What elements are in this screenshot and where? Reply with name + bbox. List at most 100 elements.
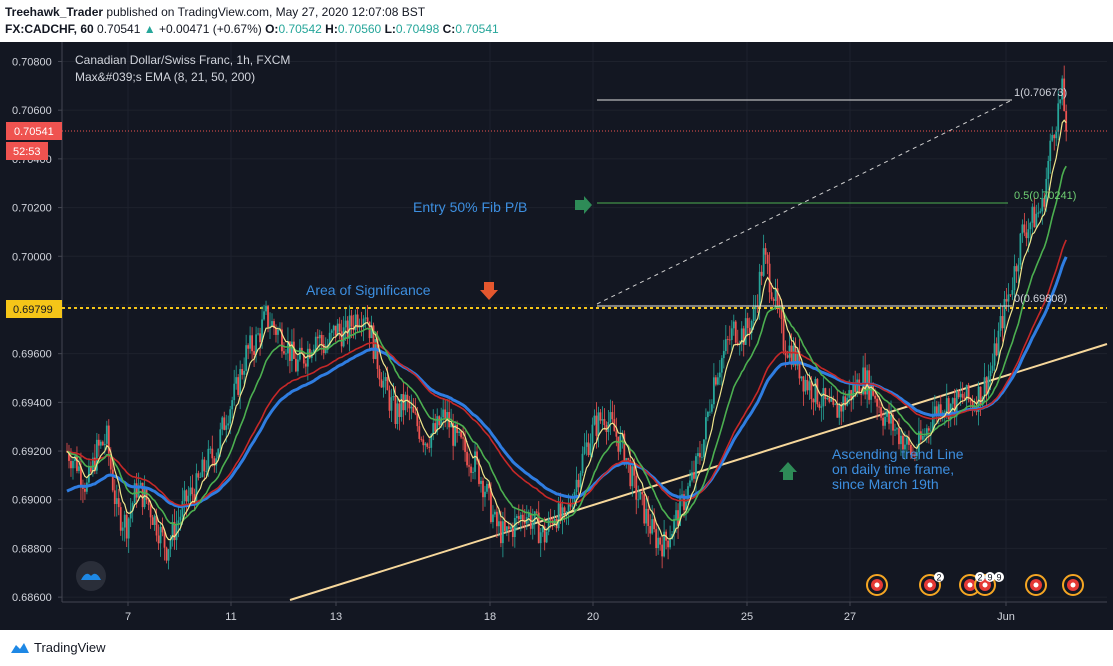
candle-body — [935, 406, 938, 417]
level-price-value: 0.69799 — [13, 304, 53, 316]
open-value: 0.70542 — [278, 22, 322, 36]
candle-body — [828, 397, 831, 402]
tradingview-logo-icon — [76, 561, 106, 591]
event-count-bubble — [994, 572, 1004, 582]
candle-body — [1023, 224, 1026, 233]
candle-body — [577, 479, 580, 488]
candle-body — [135, 483, 138, 498]
candle-body — [181, 501, 184, 517]
candle-body — [203, 459, 206, 472]
candle-body — [655, 529, 658, 549]
candle-body — [569, 504, 572, 507]
candle-body — [117, 498, 120, 508]
candle-body — [390, 397, 393, 411]
candle-body — [898, 428, 900, 445]
candle-body — [611, 412, 614, 420]
candle-body — [283, 351, 285, 354]
candle-body — [386, 377, 389, 391]
candle-body — [645, 508, 648, 524]
candle-body — [494, 511, 496, 515]
candle-body — [724, 339, 727, 352]
candle-body — [689, 480, 691, 487]
candle-body — [804, 379, 807, 392]
candle-body — [199, 477, 202, 478]
candle-body — [989, 370, 992, 377]
candle-body — [754, 305, 757, 310]
candle-body — [474, 451, 476, 472]
candle-body — [589, 443, 592, 456]
event-count-bubble — [985, 572, 995, 582]
candle-body — [545, 531, 548, 543]
candle-body — [732, 321, 735, 329]
candle-body — [736, 342, 739, 345]
candle-body — [165, 547, 168, 561]
candle-body — [957, 390, 960, 398]
candle-body — [450, 423, 453, 428]
candle-body — [76, 456, 78, 471]
price-chart[interactable]: 0.708000.706000.704000.702000.700000.698… — [0, 42, 1113, 630]
candle-body — [826, 397, 829, 400]
candle-body — [243, 370, 246, 375]
candle-body — [219, 429, 222, 449]
arrow-right-icon[interactable] — [575, 196, 592, 214]
candle-body — [985, 377, 988, 394]
candle-body — [882, 417, 884, 426]
candle-body — [259, 333, 261, 343]
symbol-label: FX:CADCHF, 60 — [5, 22, 94, 36]
candle-body — [722, 351, 725, 359]
footer-brand[interactable]: TradingView — [34, 640, 106, 655]
candle-body — [585, 442, 588, 447]
candle-body — [70, 460, 72, 469]
candle-body — [356, 314, 359, 328]
candle-body — [740, 328, 743, 344]
candle-body — [697, 453, 699, 457]
candle-body — [127, 518, 130, 539]
candle-body — [967, 384, 970, 400]
candle-body — [129, 510, 132, 519]
candle-body — [728, 339, 731, 341]
candle-body — [161, 526, 164, 533]
candle-body — [296, 359, 299, 372]
candle-body — [874, 395, 876, 399]
candle-body — [1059, 99, 1062, 104]
candle-body — [830, 398, 833, 402]
candle-body — [426, 443, 429, 447]
arrow-up-icon[interactable] — [779, 462, 797, 480]
candle-body — [977, 386, 980, 412]
y-tick-label: 0.69400 — [12, 397, 52, 409]
author-name[interactable]: Treehawk_Trader — [5, 5, 104, 19]
ascending-trendline[interactable] — [289, 343, 1108, 601]
candle-body — [458, 431, 461, 433]
arrow-down-icon[interactable] — [480, 282, 498, 300]
candle-body — [953, 398, 956, 417]
fib-retracement[interactable]: 1(0.70673) 0.5(0.70241) 0(0.69808) — [596, 87, 1076, 307]
candle-body — [273, 321, 275, 328]
candle-body — [559, 503, 562, 520]
candle-body — [810, 381, 813, 400]
candle-body — [105, 425, 108, 444]
candle-body — [961, 393, 964, 398]
candle-body — [794, 345, 797, 366]
candle-body — [1001, 316, 1004, 329]
candle-body — [531, 522, 534, 529]
candle-body — [758, 271, 761, 307]
candle-body — [1009, 294, 1012, 296]
candle-body — [229, 409, 232, 424]
candle-body — [1015, 266, 1018, 272]
candle-body — [925, 428, 928, 436]
candle-body — [1049, 140, 1052, 161]
candle-body — [265, 305, 267, 312]
flag-dot-icon — [874, 582, 880, 588]
candle-body — [143, 487, 146, 508]
candle-body — [939, 404, 942, 417]
candle-body — [1027, 229, 1030, 239]
candle-body — [888, 410, 890, 424]
candle-body — [699, 453, 701, 458]
candle-body — [189, 487, 192, 496]
candle-body — [649, 526, 652, 534]
candle-body — [734, 321, 737, 343]
candle-body — [571, 506, 574, 508]
current-price-value: 0.70541 — [14, 126, 54, 138]
candle-body — [263, 311, 265, 320]
candle-body — [651, 519, 654, 534]
